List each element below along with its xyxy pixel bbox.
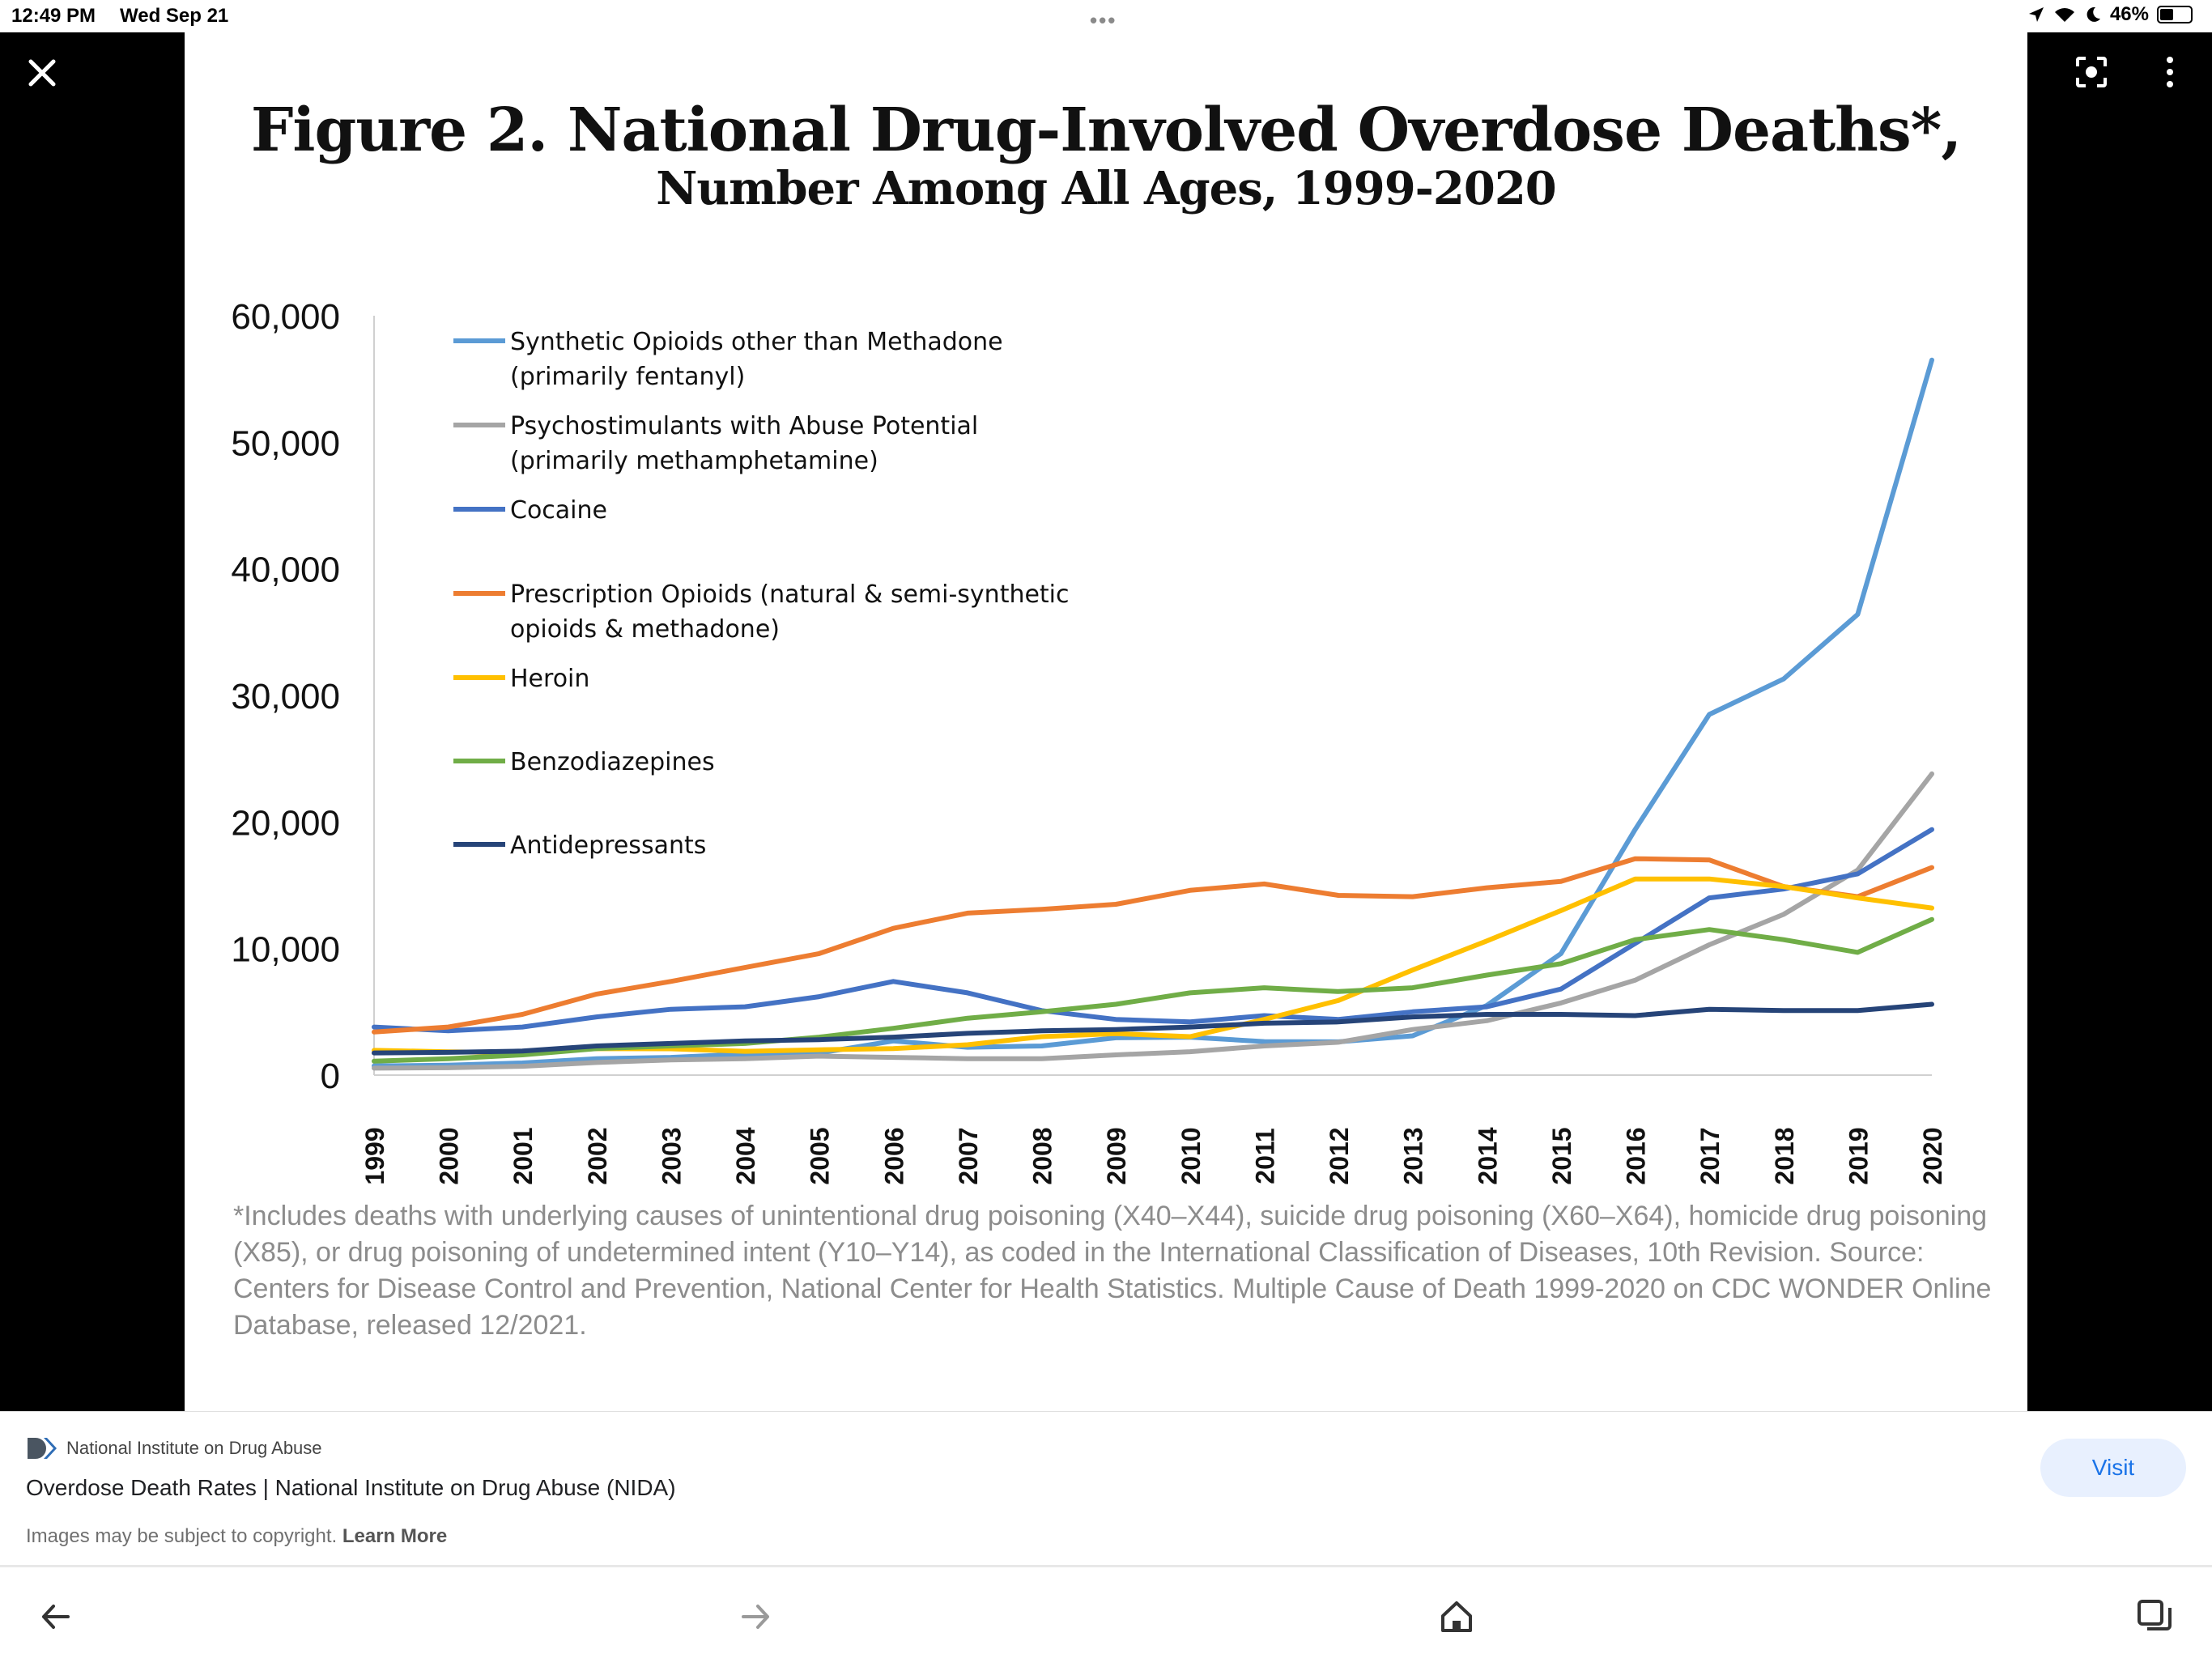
status-indicators: 46%: [2027, 3, 2193, 26]
legend-label: (primarily methamphetamine): [510, 447, 878, 475]
x-tick-label: 2012: [1325, 1127, 1354, 1184]
status-date: Wed Sep 21: [120, 5, 229, 27]
x-tick-label: 2007: [954, 1127, 983, 1184]
x-tick-label: 2008: [1028, 1127, 1057, 1184]
x-tick-label: 2000: [435, 1127, 464, 1184]
x-tick-label: 2002: [583, 1127, 612, 1184]
x-tick-label: 2004: [731, 1127, 760, 1184]
legend-label: Prescription Opioids (natural & semi-syn…: [510, 580, 1070, 609]
x-tick-label: 2014: [1473, 1127, 1502, 1184]
legend-label: Antidepressants: [510, 831, 706, 860]
x-tick-label: 2001: [508, 1127, 538, 1184]
status-bar: 12:49 PM Wed Sep 21 ••• 46%: [0, 0, 2212, 32]
source-row[interactable]: National Institute on Drug Abuse: [26, 1436, 322, 1460]
x-tick-label: 1999: [360, 1127, 389, 1184]
line-chart: 0 10,000 20,000 30,000 40,000 50,000 60,000 199…: [231, 297, 1947, 1185]
visit-button[interactable]: Visit: [2040, 1439, 2186, 1497]
figure-subtitle: Number Among All Ages, 1999-2020: [656, 162, 1557, 215]
close-icon[interactable]: [24, 55, 60, 91]
x-tick-label: 2020: [1918, 1127, 1947, 1184]
y-tick-label: 50,000: [231, 423, 340, 463]
x-tick-label: 2003: [657, 1127, 686, 1184]
wifi-icon: [2054, 8, 2074, 22]
x-tick-label: 2016: [1622, 1127, 1651, 1184]
legend-label: (primarily fentanyl): [510, 363, 745, 391]
x-tick-label: 2013: [1399, 1127, 1428, 1184]
series-line: [372, 856, 1934, 1035]
result-title-link[interactable]: Overdose Death Rates | National Institut…: [26, 1475, 676, 1500]
series-line: [372, 916, 1934, 1064]
x-tick-label: 2011: [1250, 1128, 1279, 1184]
x-tick-label: 2009: [1102, 1127, 1131, 1184]
x-tick-label: 2018: [1770, 1127, 1799, 1184]
y-tick-label: 40,000: [231, 551, 340, 590]
x-tick-label: 2019: [1844, 1127, 1873, 1184]
nida-logo-icon: [28, 1438, 57, 1459]
forward-arrow-icon[interactable]: [735, 1596, 776, 1637]
series-line: [372, 1001, 1934, 1056]
x-tick-label: 2005: [806, 1127, 835, 1184]
learn-more-link[interactable]: Learn More: [342, 1525, 448, 1547]
series-line: [372, 771, 1934, 1071]
y-tick-label: 30,000: [231, 677, 340, 716]
legend-label: Synthetic Opioids other than Methadone: [510, 328, 1003, 356]
legend-label: Psychostimulants with Abuse Potential: [510, 412, 978, 440]
figure-footnote: *Includes deaths with underlying causes …: [233, 1201, 1992, 1341]
legend-label: opioids & methadone): [510, 615, 780, 644]
bottom-toolbar: [0, 1565, 2212, 1658]
status-time: 12:49 PM: [11, 5, 96, 27]
x-tick-label: 2015: [1547, 1127, 1576, 1184]
y-tick-label: 10,000: [231, 930, 340, 970]
figure-image[interactable]: Figure 2. National Drug-Involved Overdos…: [185, 32, 2027, 1411]
more-vert-icon[interactable]: [2155, 53, 2184, 91]
multitasking-dots-icon[interactable]: •••: [1090, 8, 1117, 32]
x-tick-label: 2010: [1176, 1127, 1206, 1184]
y-tick-label: 60,000: [231, 297, 340, 337]
copyright-notice: Images may be subject to copyright. Lear…: [26, 1525, 447, 1548]
battery-icon: [2157, 6, 2193, 23]
tabs-icon[interactable]: [2134, 1596, 2175, 1637]
lens-icon[interactable]: [2073, 53, 2110, 91]
copyright-text: Images may be subject to copyright.: [26, 1525, 338, 1547]
back-arrow-icon[interactable]: [36, 1596, 76, 1637]
legend-label: Cocaine: [510, 496, 607, 525]
x-tick-label: 2006: [879, 1127, 908, 1184]
location-icon: [2028, 7, 2044, 22]
series-line: [372, 827, 1934, 1034]
y-tick-label: 20,000: [231, 803, 340, 843]
home-icon[interactable]: [1436, 1596, 1477, 1637]
result-info-panel: National Institute on Drug Abuse Overdos…: [0, 1411, 2212, 1565]
figure-title: Figure 2. National Drug-Involved Overdos…: [250, 96, 1962, 165]
source-name: National Institute on Drug Abuse: [66, 1438, 322, 1458]
legend-label: Heroin: [510, 665, 589, 693]
y-tick-label: 0: [321, 1056, 340, 1096]
moon-icon: [2087, 6, 2100, 22]
x-tick-label: 2017: [1695, 1127, 1725, 1184]
battery-percent: 46%: [2109, 3, 2149, 25]
legend-label: Benzodiazepines: [510, 748, 715, 776]
